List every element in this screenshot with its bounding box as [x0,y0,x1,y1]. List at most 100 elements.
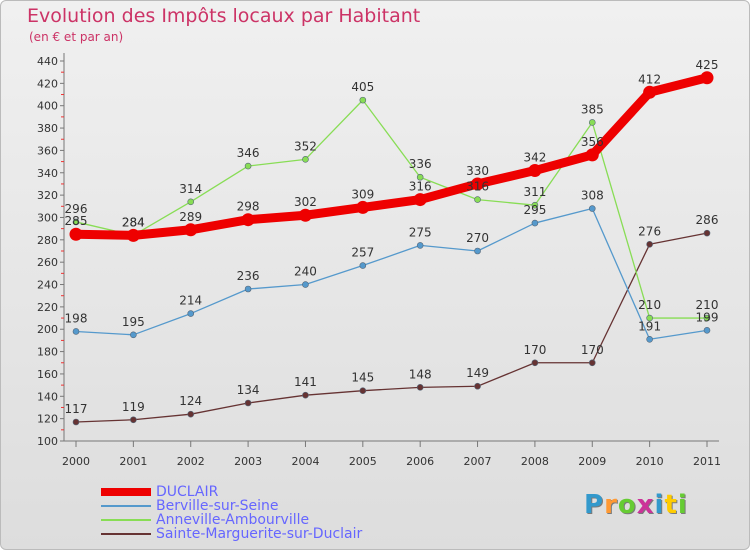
data-point [72,218,80,226]
legend-swatch [101,533,151,535]
data-point [646,314,653,322]
legend-swatch [101,519,151,521]
x-tick-label: 2007 [464,455,492,468]
data-point [302,281,309,288]
data-label: 285 [65,214,88,228]
data-point [302,391,309,399]
data-point [302,156,309,163]
data-point [531,219,539,227]
logo-letter: P [584,490,605,520]
data-label: 316 [409,180,432,194]
logo-letter: x [636,490,655,520]
data-point [416,242,424,249]
x-tick-label: 2008 [521,455,549,468]
data-point [298,208,312,222]
y-tick-label: 240 [37,279,58,292]
data-label: 385 [581,102,604,116]
y-tick-label: 340 [37,167,58,180]
y-tick-label: 260 [37,256,58,269]
legend-label: Sainte-Marguerite-sur-Duclair [156,526,363,542]
x-tick-label: 2005 [349,455,377,468]
data-label: 198 [65,311,88,325]
x-tick-label: 2009 [578,455,606,468]
data-label: 214 [179,294,202,308]
y-tick-label: 160 [37,368,58,381]
data-point [531,201,539,209]
data-label: 284 [122,215,145,229]
data-point [413,193,427,207]
logo-letter: r [604,490,618,520]
x-tick-label: 2004 [291,455,319,468]
x-tick-label: 2000 [62,455,90,468]
data-label: 276 [638,224,661,238]
y-tick-label: 180 [37,346,58,359]
data-point [130,416,137,424]
data-label: 284 [122,215,145,229]
chart-title: Evolution des Impôts locaux par Habitant [27,5,421,27]
data-point [474,247,481,255]
data-point [703,229,711,237]
data-point [72,418,80,426]
logo-letter: i [654,490,665,520]
data-label: 275 [409,225,432,239]
data-label: 124 [179,394,202,408]
data-point [244,399,252,407]
data-point [244,162,252,170]
x-tick-label: 2011 [693,455,721,468]
data-label: 270 [466,231,489,245]
data-label: 346 [237,146,260,160]
data-label: 336 [409,157,432,171]
data-label: 289 [179,210,202,224]
data-label: 308 [581,189,604,203]
x-tick-label: 2001 [119,455,147,468]
data-point [359,96,367,104]
data-point [69,227,83,241]
data-point [700,71,714,85]
data-point [244,285,252,293]
data-label: 141 [294,375,317,389]
data-label: 330 [466,164,489,178]
data-label: 314 [179,182,202,196]
y-tick-label: 140 [37,390,58,403]
data-label: 240 [294,265,317,279]
data-point [703,314,711,322]
data-label: 170 [523,343,546,357]
legend-label: Berville-sur-Seine [156,498,279,514]
data-label: 311 [523,185,546,199]
logo-letter: t [664,490,678,520]
data-point [646,240,653,248]
data-point [531,359,539,367]
data-label: 257 [351,246,374,260]
data-label: 295 [523,203,546,217]
data-point [187,310,195,317]
data-point [416,173,424,181]
data-label: 236 [237,269,260,283]
data-point [588,205,596,212]
data-label: 210 [638,298,661,312]
logo-letter: i [677,490,688,520]
data-point [187,198,195,206]
data-label: 286 [696,213,719,227]
x-tick-label: 2002 [177,455,205,468]
data-label: 296 [65,202,88,216]
data-point [588,119,596,126]
data-label: 302 [294,195,317,209]
y-tick-label: 280 [37,234,58,247]
series-line-3 [75,232,708,423]
x-tick-label: 2006 [406,455,434,468]
data-point [585,148,599,162]
y-tick-label: 380 [37,122,58,135]
data-point [359,387,367,395]
y-tick-label: 440 [37,55,58,68]
y-tick-label: 420 [37,77,58,90]
data-point [72,328,80,335]
data-label: 298 [237,200,260,214]
data-point [528,164,542,178]
data-point [416,384,424,391]
series-line-1 [75,207,708,340]
data-point [474,382,481,390]
data-point [356,200,370,214]
data-label: 199 [696,310,719,324]
